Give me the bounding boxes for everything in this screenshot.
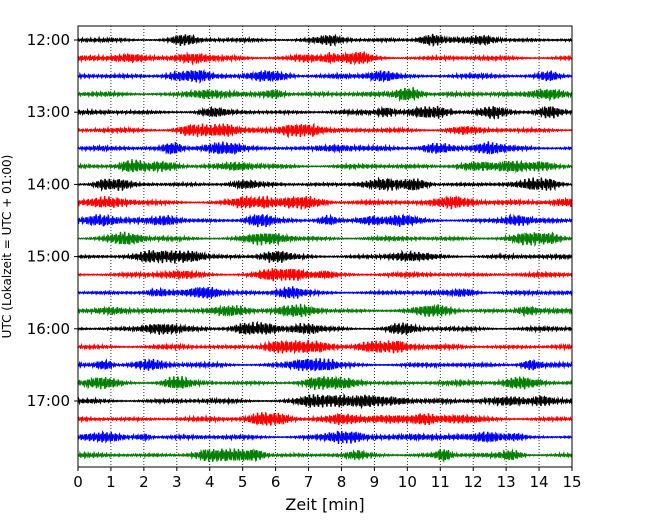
trace-1315 bbox=[77, 122, 573, 139]
y-tick-label: 17:00 bbox=[27, 392, 70, 410]
trace-1700 bbox=[77, 392, 573, 410]
y-tick-label: 16:00 bbox=[27, 320, 70, 338]
y-tick-label: 15:00 bbox=[27, 248, 70, 266]
y-tick-label: 13:00 bbox=[27, 103, 70, 121]
x-tick-label: 6 bbox=[271, 473, 281, 491]
y-axis-label: UTC (Lokalzeit = UTC + 01:00) bbox=[0, 155, 14, 339]
x-axis-label: Zeit [min] bbox=[285, 495, 364, 514]
trace-1500 bbox=[77, 249, 573, 264]
x-tick-label: 1 bbox=[106, 473, 116, 491]
trace-1330 bbox=[77, 141, 573, 156]
x-tick-label: 5 bbox=[238, 473, 248, 491]
trace-1215 bbox=[77, 51, 573, 67]
trace-1430 bbox=[77, 213, 573, 228]
plot-frame bbox=[77, 25, 573, 468]
x-tick-label: 4 bbox=[205, 473, 215, 491]
x-tick-label: 7 bbox=[304, 473, 314, 491]
x-tick-label: 13 bbox=[497, 473, 516, 491]
x-tick-label: 15 bbox=[562, 473, 581, 491]
x-tick-label: 12 bbox=[464, 473, 483, 491]
trace-1400 bbox=[77, 176, 573, 192]
trace-1415 bbox=[77, 195, 573, 210]
x-tick-label: 2 bbox=[139, 473, 149, 491]
x-tick-label: 10 bbox=[398, 473, 417, 491]
x-tick-label: 3 bbox=[172, 473, 182, 491]
y-axis-ticks: 12:00 13:00 14:00 15:00 16:00 17:00 bbox=[27, 31, 78, 410]
trace-1515 bbox=[77, 268, 573, 282]
seismogram-traces bbox=[77, 33, 573, 463]
x-axis-ticks: 0 1 2 3 4 5 6 7 8 9 10 11 12 13 14 15 bbox=[73, 467, 582, 491]
x-tick-label: 9 bbox=[370, 473, 380, 491]
trace-1245 bbox=[77, 87, 573, 103]
trace-1530 bbox=[77, 285, 573, 300]
x-tick-label: 0 bbox=[73, 473, 83, 491]
x-tick-label: 14 bbox=[530, 473, 549, 491]
trace-1345 bbox=[77, 159, 573, 174]
x-tick-label: 8 bbox=[337, 473, 347, 491]
x-tick-label: 11 bbox=[431, 473, 450, 491]
y-tick-label: 14:00 bbox=[27, 175, 70, 193]
trace-1630 bbox=[77, 358, 573, 372]
y-tick-label: 12:00 bbox=[27, 31, 70, 49]
trace-1715 bbox=[77, 411, 573, 426]
trace-1300 bbox=[77, 105, 573, 120]
trace-1730 bbox=[77, 430, 573, 444]
trace-1200 bbox=[77, 33, 573, 48]
trace-1645 bbox=[77, 375, 573, 391]
trace-1600 bbox=[77, 320, 573, 336]
trace-1445 bbox=[77, 231, 573, 248]
trace-1745 bbox=[77, 447, 573, 463]
trace-1545 bbox=[77, 303, 573, 318]
trace-1615 bbox=[77, 339, 573, 355]
trace-1230 bbox=[77, 68, 573, 85]
